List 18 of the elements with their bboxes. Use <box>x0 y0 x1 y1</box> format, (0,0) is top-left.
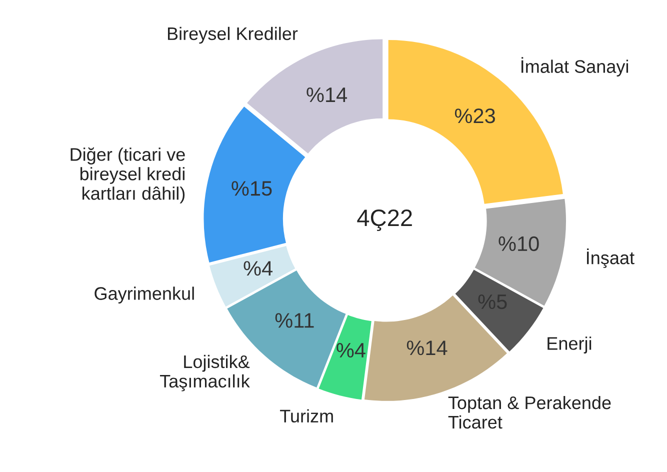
slice-label: Bireysel Krediler <box>168 26 298 44</box>
slice-label: Turizm <box>280 409 333 422</box>
data-label: %4 <box>244 261 273 276</box>
data-label: %14 <box>406 340 448 356</box>
text: 4Ç22 <box>357 209 412 231</box>
data-label: %23 <box>454 108 495 124</box>
data-label: %14 <box>306 87 348 102</box>
slice-label: Gayrimenkul <box>94 286 194 304</box>
slice-label: Enerji <box>548 336 592 354</box>
slice-label: Toptan & Perakende Ticaret <box>448 396 611 429</box>
slice-label: Lojistik& Taşımacılık <box>160 354 250 392</box>
data-label: %4 <box>336 342 366 358</box>
slice-label: İmalat Sanayi <box>522 57 628 77</box>
data-label: %11 <box>275 313 314 328</box>
data-label: %10 <box>498 236 539 252</box>
slice-label: İnşaat <box>587 248 634 268</box>
slice-label: Diğer (ticari ve bireysel kredi kartları dâhil) <box>70 147 185 204</box>
data-label: %15 <box>232 181 272 196</box>
